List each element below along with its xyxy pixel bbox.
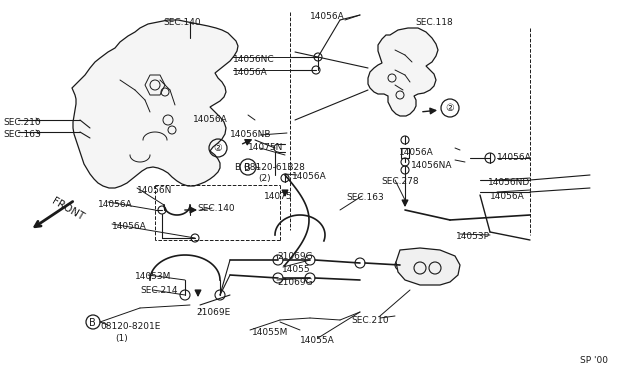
- Text: SEC.214: SEC.214: [140, 286, 177, 295]
- Text: B 08120-61B28: B 08120-61B28: [235, 163, 305, 172]
- Polygon shape: [396, 248, 460, 285]
- Text: FRONT: FRONT: [50, 196, 86, 222]
- Text: 14056A: 14056A: [310, 12, 345, 21]
- Text: 21069G: 21069G: [277, 252, 312, 261]
- Text: B: B: [89, 318, 96, 328]
- Text: ②: ②: [445, 103, 454, 113]
- Text: SEC.118: SEC.118: [415, 18, 452, 27]
- Text: 21069G: 21069G: [277, 278, 312, 287]
- Text: 14056A: 14056A: [399, 148, 434, 157]
- Text: 14056NB: 14056NB: [230, 130, 271, 139]
- Text: 14075: 14075: [264, 192, 292, 201]
- Text: B: B: [244, 163, 251, 173]
- Text: ②: ②: [213, 143, 221, 153]
- Polygon shape: [72, 20, 238, 188]
- Text: 14056N: 14056N: [137, 186, 172, 195]
- Text: 14053M: 14053M: [135, 272, 172, 281]
- Text: SP '00: SP '00: [580, 356, 608, 365]
- Text: 14056A: 14056A: [292, 172, 327, 181]
- Text: 14056A: 14056A: [112, 222, 147, 231]
- Polygon shape: [368, 28, 438, 116]
- Text: SEC.163: SEC.163: [3, 130, 41, 139]
- Text: 14056ND: 14056ND: [488, 178, 531, 187]
- Text: 14055M: 14055M: [252, 328, 289, 337]
- Text: SEC.140: SEC.140: [163, 18, 200, 27]
- Text: 14056A: 14056A: [98, 200, 132, 209]
- Text: 14056A: 14056A: [193, 115, 228, 124]
- Text: 08120-8201E: 08120-8201E: [100, 322, 161, 331]
- Text: SEC.163: SEC.163: [346, 193, 384, 202]
- Text: (1): (1): [115, 334, 128, 343]
- Text: 14056A: 14056A: [490, 192, 525, 201]
- Text: SEC.210: SEC.210: [3, 118, 40, 127]
- Text: 14055A: 14055A: [300, 336, 335, 345]
- Text: 14053P: 14053P: [456, 232, 490, 241]
- Text: 14056A: 14056A: [233, 68, 268, 77]
- Text: SEC.210: SEC.210: [351, 316, 388, 325]
- Text: SEC.140: SEC.140: [197, 204, 235, 213]
- Text: 14075N: 14075N: [248, 143, 284, 152]
- Text: 14056NA: 14056NA: [411, 161, 452, 170]
- Text: 21069E: 21069E: [196, 308, 230, 317]
- Text: 14056NC: 14056NC: [233, 55, 275, 64]
- Text: 14055: 14055: [282, 265, 310, 274]
- Text: (2): (2): [258, 174, 271, 183]
- Text: SEC.278: SEC.278: [381, 177, 419, 186]
- Text: 14056A: 14056A: [497, 153, 532, 162]
